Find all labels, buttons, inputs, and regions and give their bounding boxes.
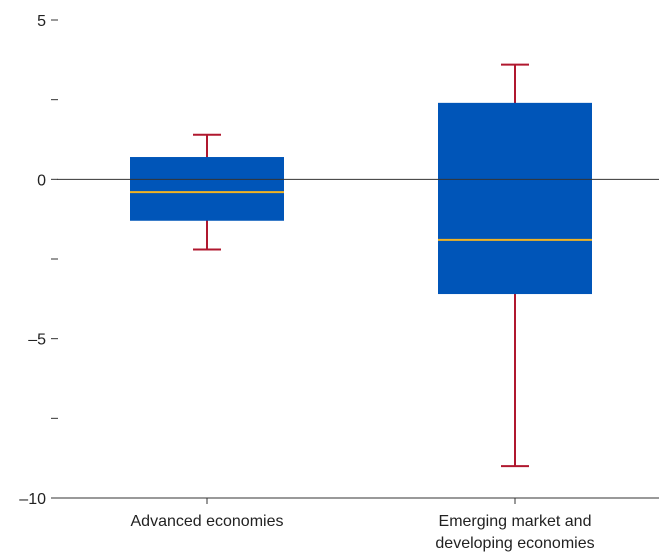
y-tick-label: 5 [37, 13, 46, 30]
x-category-label: Advanced economies [131, 513, 284, 530]
interquartile-box [130, 157, 284, 221]
y-tick-label: 0 [37, 172, 46, 189]
x-category-label: developing economies [435, 535, 594, 552]
x-axis: Advanced economies Emerging market and dev… [57, 497, 659, 552]
y-axis: 5 0 –5 –10 [19, 13, 58, 508]
y-tick-label: –10 [19, 491, 46, 508]
interquartile-box [438, 102, 592, 295]
y-tick-label: –5 [28, 332, 46, 349]
box-series-1 [130, 133, 284, 251]
boxes [130, 63, 592, 468]
x-category-label: Emerging market and [439, 513, 592, 530]
box-series-2 [438, 63, 592, 468]
